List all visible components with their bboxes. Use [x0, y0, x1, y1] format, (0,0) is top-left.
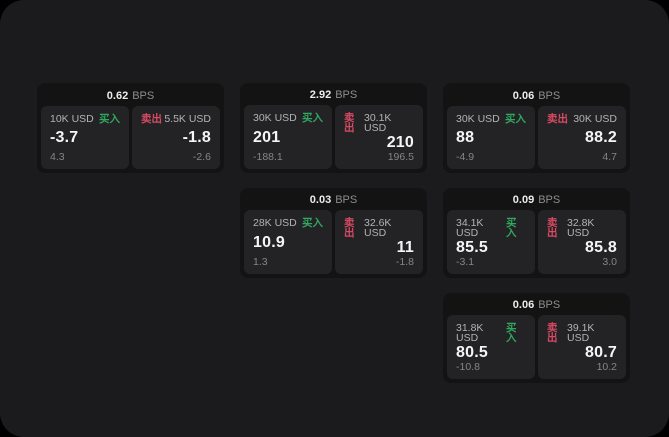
sell-price: 85.8 — [585, 238, 617, 256]
buy-quote-tile[interactable]: 28K USD 买入 10.9 1.3 — [244, 209, 332, 274]
buy-sub-value: 1.3 — [253, 255, 268, 268]
sell-tag: 卖出 — [547, 216, 558, 240]
buy-tag: 买入 — [302, 111, 323, 124]
quote-card: 0.03 BPS 28K USD 买入 10.9 1.3 卖出 32.6K US… — [240, 188, 427, 278]
sell-sub-value: -2.6 — [192, 150, 211, 163]
buy-price: -3.7 — [50, 129, 79, 147]
sell-price: 210 — [386, 133, 414, 151]
buy-price: 201 — [253, 128, 281, 146]
bps-unit-label: BPS — [538, 194, 561, 207]
buy-price: 85.5 — [456, 238, 488, 256]
sell-sub-value: 4.7 — [602, 150, 617, 163]
quote-panels: 30K USD 买入 88 -4.9 卖出 30K USD 88.2 4.7 — [447, 106, 626, 169]
buy-amount-label: 10K USD — [50, 113, 94, 125]
sell-tag: 卖出 — [141, 113, 162, 125]
buy-quote-tile[interactable]: 34.1K USD 买入 85.5 -3.1 — [447, 209, 535, 274]
buy-price: 10.9 — [253, 233, 285, 251]
sell-amount-label: 32.8K USD — [566, 216, 595, 240]
buy-amount-label: 34.1K USD — [456, 216, 484, 240]
sell-amount-label: 39.1K USD — [566, 321, 595, 345]
buy-sub-value: -188.1 — [253, 150, 283, 163]
sell-quote-tile[interactable]: 卖出 30.1K USD 210 196.5 — [335, 104, 423, 169]
buy-amount-label: 28K USD — [253, 216, 297, 229]
buy-tag: 买入 — [505, 113, 526, 125]
quote-panels: 34.1K USD 买入 85.5 -3.1 卖出 32.8K USD 85.8… — [447, 209, 626, 274]
sell-amount-label: 30.1K USD — [363, 111, 392, 135]
sell-quote-tile[interactable]: 卖出 32.6K USD 11 -1.8 — [335, 209, 423, 274]
bps-header: 2.92 BPS — [244, 87, 423, 105]
sell-sub-value: 196.5 — [387, 150, 414, 163]
sell-amount-label: 32.6K USD — [363, 216, 392, 240]
sell-sub-value: 10.2 — [596, 360, 617, 373]
quote-card-grid: 0.62 BPS 10K USD 买入 -3.7 4.3 卖出 5.5K USD — [37, 83, 630, 383]
buy-price: 88 — [456, 129, 475, 147]
sell-tag: 卖出 — [344, 216, 355, 240]
quote-card: 2.92 BPS 30K USD 买入 201 -188.1 卖出 30.1K … — [240, 83, 427, 173]
buy-quote-tile[interactable]: 30K USD 买入 88 -4.9 — [447, 106, 535, 169]
quote-panels: 31.8K USD 买入 80.5 -10.8 卖出 39.1K USD 80.… — [447, 314, 626, 379]
quote-card: 0.06 BPS 31.8K USD 买入 80.5 -10.8 卖出 39.1… — [443, 293, 630, 383]
sell-amount-label: 30K USD — [573, 113, 617, 125]
bps-unit-label: BPS — [335, 194, 358, 207]
sell-amount-label: 5.5K USD — [164, 113, 211, 125]
bps-header: 0.03 BPS — [244, 192, 423, 210]
buy-amount-label: 30K USD — [456, 113, 500, 125]
buy-price: 80.5 — [456, 343, 488, 361]
sell-quote-tile[interactable]: 卖出 39.1K USD 80.7 10.2 — [538, 314, 626, 379]
sell-price: 80.7 — [585, 343, 617, 361]
sell-price: 11 — [396, 238, 414, 256]
quote-card: 0.06 BPS 30K USD 买入 88 -4.9 卖出 30K USD — [443, 83, 630, 173]
bps-header: 0.09 BPS — [447, 192, 626, 210]
quote-card: 0.62 BPS 10K USD 买入 -3.7 4.3 卖出 5.5K USD — [37, 83, 224, 173]
buy-sub-value: 4.3 — [50, 150, 65, 163]
bps-value: 2.92 — [309, 89, 332, 102]
bps-value: 0.09 — [512, 194, 535, 207]
buy-tag: 买入 — [302, 216, 323, 229]
sell-tag: 卖出 — [547, 113, 568, 125]
buy-sub-value: -3.1 — [456, 255, 475, 268]
bps-header: 0.06 BPS — [447, 87, 626, 106]
buy-tag: 买入 — [99, 113, 120, 125]
buy-sub-value: -10.8 — [456, 360, 480, 373]
bps-unit-label: BPS — [538, 299, 561, 312]
buy-amount-label: 31.8K USD — [456, 321, 484, 345]
sell-price: -1.8 — [182, 129, 211, 147]
quote-card: 0.09 BPS 34.1K USD 买入 85.5 -3.1 卖出 32.8K… — [443, 188, 630, 278]
bps-unit-label: BPS — [335, 89, 358, 102]
buy-sub-value: -4.9 — [456, 150, 475, 163]
sell-sub-value: 3.0 — [602, 255, 617, 268]
bps-value: 0.62 — [106, 90, 129, 102]
bps-value: 0.03 — [309, 194, 332, 207]
buy-quote-tile[interactable]: 30K USD 买入 201 -188.1 — [244, 104, 332, 169]
sell-sub-value: -1.8 — [395, 255, 414, 268]
bps-header: 0.62 BPS — [41, 87, 220, 106]
sell-quote-tile[interactable]: 卖出 30K USD 88.2 4.7 — [538, 106, 626, 169]
sell-quote-tile[interactable]: 卖出 5.5K USD -1.8 -2.6 — [132, 106, 220, 169]
quote-panels: 30K USD 买入 201 -188.1 卖出 30.1K USD 210 1… — [244, 104, 423, 169]
bps-unit-label: BPS — [132, 90, 155, 102]
buy-quote-tile[interactable]: 10K USD 买入 -3.7 4.3 — [41, 106, 129, 169]
bps-value: 0.06 — [512, 90, 535, 102]
sell-quote-tile[interactable]: 卖出 32.8K USD 85.8 3.0 — [538, 209, 626, 274]
buy-tag: 买入 — [506, 321, 517, 345]
sell-tag: 卖出 — [547, 321, 558, 345]
sell-tag: 卖出 — [344, 111, 355, 135]
bps-header: 0.06 BPS — [447, 297, 626, 315]
quote-panels: 10K USD 买入 -3.7 4.3 卖出 5.5K USD -1.8 -2.… — [41, 106, 220, 169]
quote-panels: 28K USD 买入 10.9 1.3 卖出 32.6K USD 11 -1.8 — [244, 209, 423, 274]
sell-price: 88.2 — [585, 129, 617, 147]
buy-amount-label: 30K USD — [253, 111, 297, 124]
buy-quote-tile[interactable]: 31.8K USD 买入 80.5 -10.8 — [447, 314, 535, 379]
bps-unit-label: BPS — [538, 90, 561, 102]
bps-value: 0.06 — [512, 299, 535, 312]
buy-tag: 买入 — [506, 216, 517, 240]
